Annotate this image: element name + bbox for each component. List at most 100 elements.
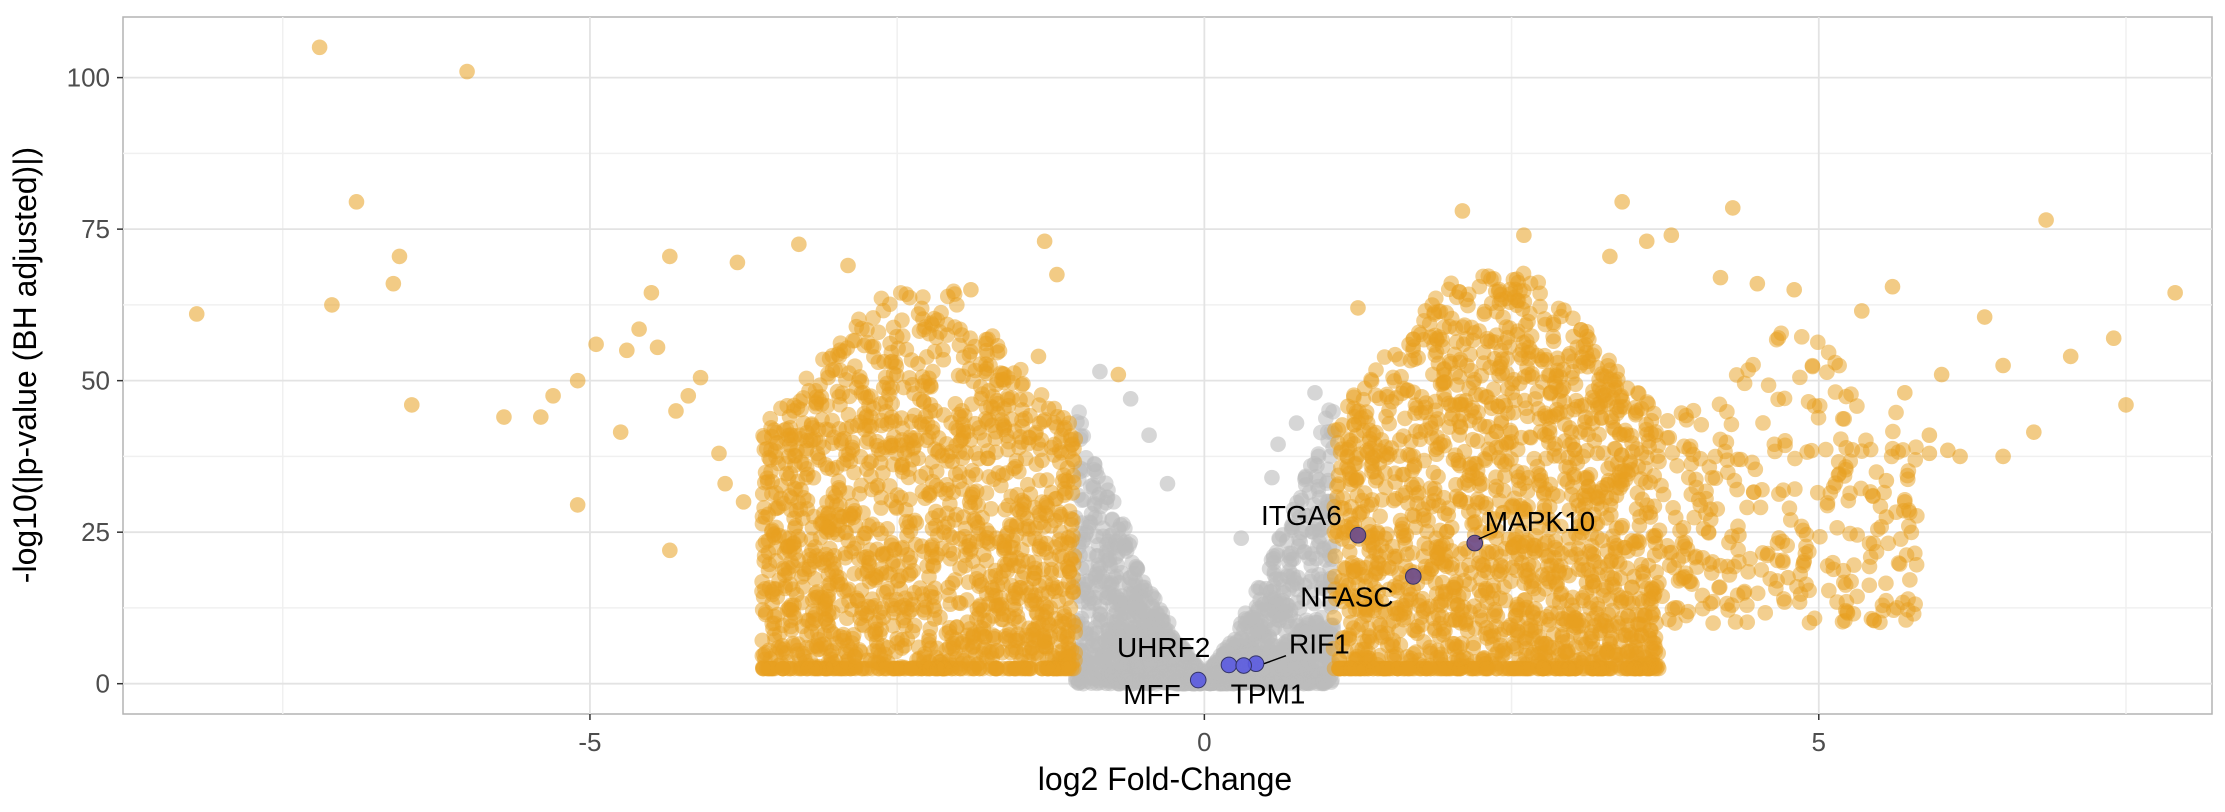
point-significant [1010, 590, 1027, 607]
point-significant [940, 579, 956, 596]
point-significant [764, 586, 781, 603]
point-significant [1616, 539, 1633, 556]
point-significant [1573, 398, 1590, 414]
point-significant [1060, 660, 1076, 677]
point-significant [882, 566, 898, 583]
point-significant [1065, 527, 1081, 544]
point-significant [1430, 607, 1447, 623]
point-significant [1536, 486, 1552, 502]
point-significant [946, 286, 963, 302]
point-significant [1619, 426, 1635, 443]
point-significant [1536, 311, 1553, 327]
point-significant [824, 362, 841, 379]
point-significant [1056, 605, 1073, 621]
point-significant [1592, 615, 1608, 632]
point-significant [1409, 625, 1426, 642]
point-significant [918, 432, 935, 449]
point-significant [1536, 347, 1553, 364]
point-not-significant [1306, 521, 1322, 537]
point-significant [1488, 660, 1505, 677]
point-not-significant [1092, 648, 1108, 665]
point-significant [1566, 612, 1582, 629]
point-significant [1557, 471, 1573, 487]
point-significant [1055, 581, 1071, 597]
point-significant [1367, 472, 1384, 489]
point-significant [1055, 467, 1072, 484]
point-significant [787, 610, 803, 626]
point-significant [1466, 324, 1483, 341]
point-significant [1552, 383, 1569, 399]
point-significant [872, 455, 889, 471]
point-significant [872, 395, 889, 412]
point-significant [925, 598, 942, 615]
point-significant [965, 484, 981, 500]
point-significant [1479, 584, 1496, 601]
point-significant [1497, 468, 1513, 484]
point-significant [805, 469, 822, 486]
point-significant [1616, 399, 1633, 415]
point-not-significant [1255, 596, 1271, 613]
point-not-significant [1100, 628, 1117, 645]
point-significant [949, 651, 965, 667]
point-significant [820, 591, 836, 608]
point-significant [1053, 506, 1069, 523]
point-significant [1566, 441, 1583, 458]
point-significant [885, 319, 902, 336]
point-significant [822, 540, 838, 557]
point-significant [1416, 452, 1432, 469]
point-significant [1480, 418, 1496, 435]
point-significant [1064, 485, 1081, 501]
point-significant [1027, 565, 1044, 581]
point-significant [1400, 495, 1416, 511]
point-significant [795, 579, 811, 595]
point-significant [879, 375, 895, 392]
point-significant [1530, 586, 1547, 603]
point-significant [1645, 606, 1662, 623]
point-significant [896, 445, 913, 461]
point-significant [922, 397, 939, 413]
point-significant [978, 529, 995, 546]
point-significant [959, 614, 976, 631]
point-not-significant [1265, 550, 1282, 567]
point-significant [1647, 640, 1664, 657]
point-significant [1038, 659, 1055, 676]
point-significant [999, 556, 1015, 573]
point-significant [1749, 585, 1766, 602]
point-significant [898, 286, 915, 302]
point-significant [1340, 431, 1356, 447]
point-significant [824, 655, 841, 672]
point-not-significant [1314, 580, 1330, 597]
point-not-significant [1092, 560, 1109, 576]
point-significant [1600, 358, 1616, 374]
point-significant [1064, 436, 1081, 452]
point-significant [1397, 410, 1413, 427]
point-significant [1395, 428, 1412, 444]
point-significant [1531, 410, 1548, 427]
point-not-significant [1325, 403, 1341, 420]
point-significant [1028, 424, 1044, 441]
point-significant [1394, 520, 1410, 537]
point-significant [830, 346, 846, 363]
point-significant [1583, 660, 1599, 677]
point-significant [935, 351, 952, 368]
point-significant [1614, 463, 1631, 479]
point-not-significant [1249, 612, 1265, 628]
point-significant [901, 370, 918, 386]
point-significant [1051, 644, 1067, 660]
point-not-significant [1087, 619, 1104, 636]
point-significant [1043, 561, 1060, 578]
point-significant [1427, 327, 1443, 344]
point-significant [918, 349, 935, 365]
point-significant [1348, 472, 1365, 489]
point-significant [1539, 428, 1555, 444]
point-significant [1611, 556, 1628, 572]
point-significant [902, 514, 918, 530]
point-significant [975, 546, 992, 563]
point-significant [1503, 425, 1520, 441]
point-significant [1451, 283, 1467, 300]
point-significant [803, 624, 820, 640]
point-significant [1353, 410, 1370, 426]
point-significant [916, 321, 932, 338]
point-significant [1042, 629, 1058, 645]
point-significant [966, 338, 983, 355]
